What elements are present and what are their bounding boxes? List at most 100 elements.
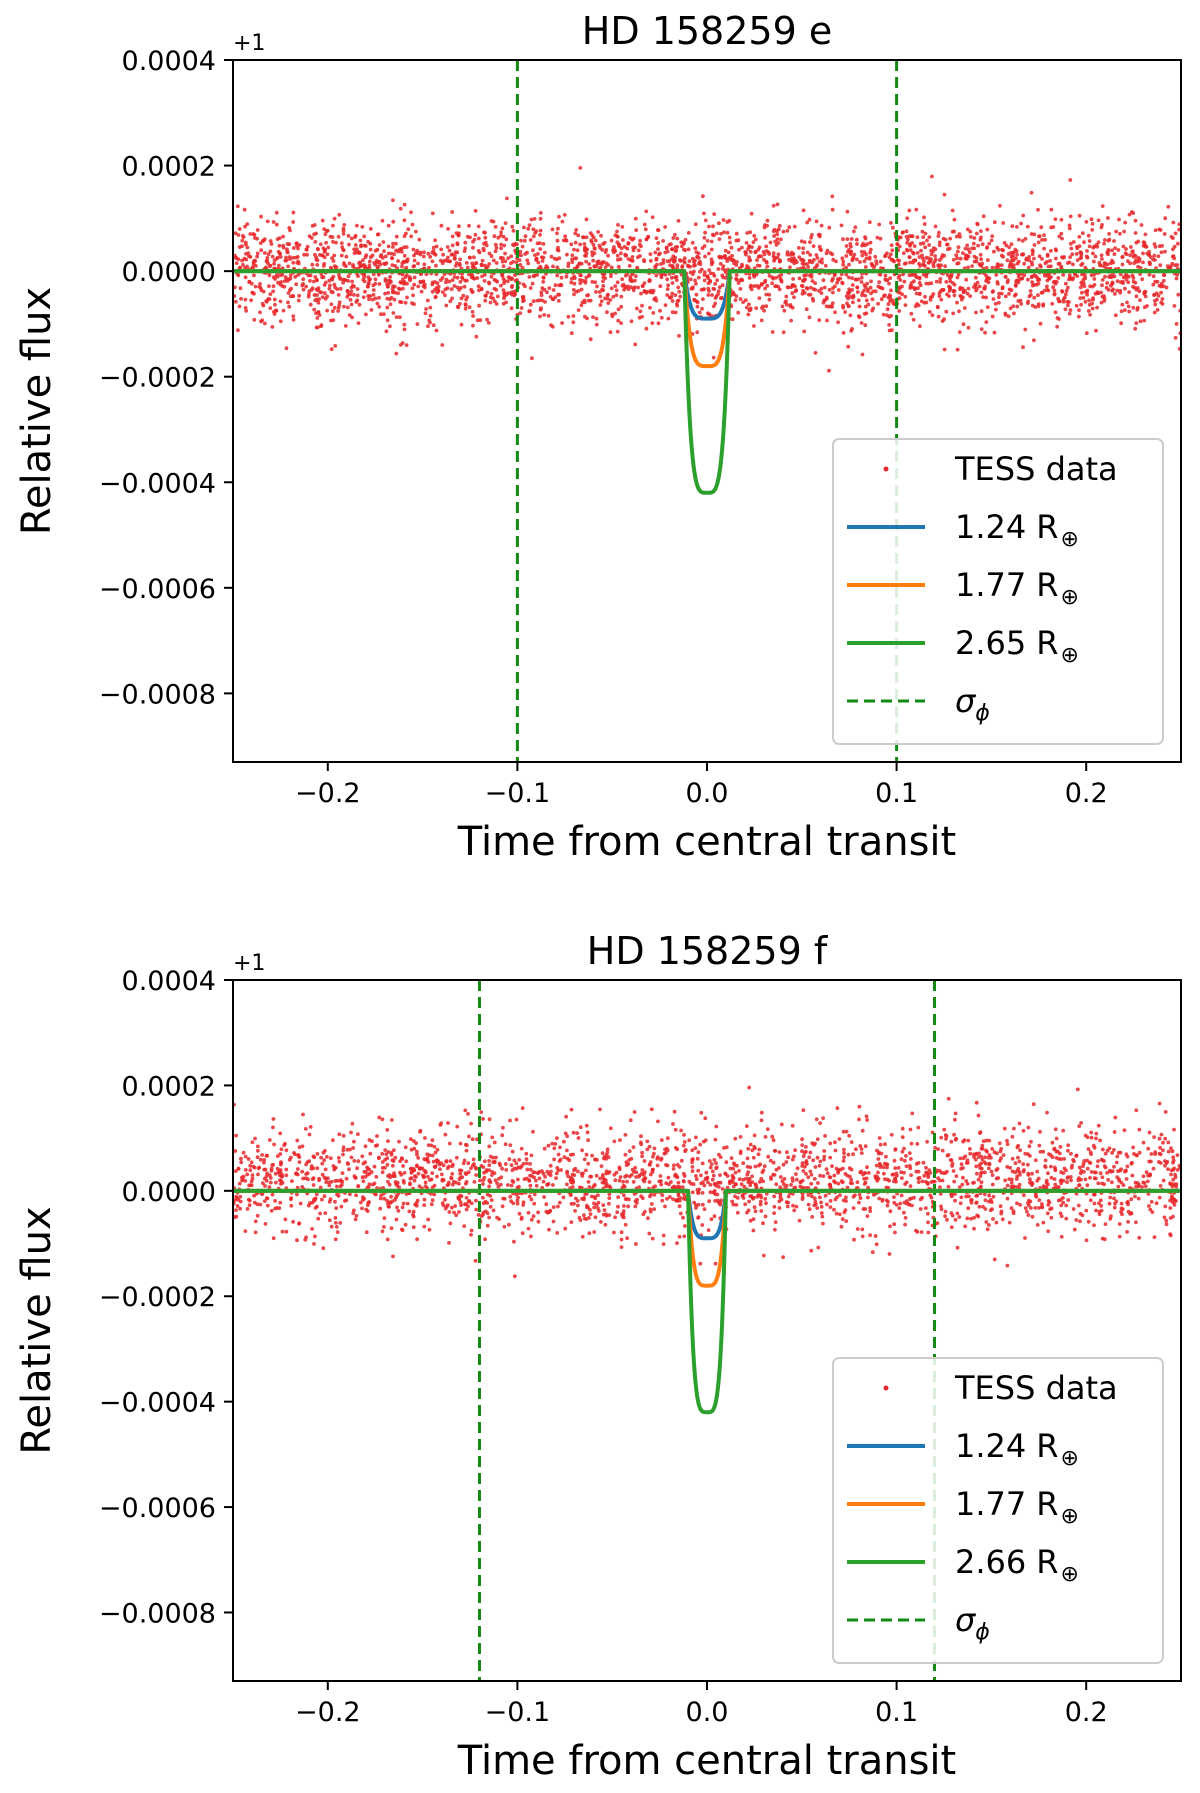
data-point <box>352 247 356 252</box>
data-point <box>1021 1162 1026 1166</box>
data-point <box>449 1176 454 1181</box>
data-point <box>761 1253 766 1258</box>
data-point <box>631 288 636 293</box>
data-point <box>616 223 620 227</box>
data-point <box>341 280 345 285</box>
data-point <box>1025 1209 1029 1214</box>
data-point <box>342 223 347 227</box>
data-point <box>576 1203 580 1208</box>
data-point <box>440 343 445 347</box>
data-point <box>847 287 851 292</box>
data-point <box>605 310 609 315</box>
data-point <box>1165 264 1170 269</box>
data-point <box>524 1151 529 1156</box>
data-point <box>937 258 942 262</box>
data-point <box>565 1148 569 1153</box>
data-point <box>950 208 955 213</box>
data-point <box>404 273 409 277</box>
data-point <box>1061 1200 1066 1205</box>
data-point <box>1078 1219 1082 1224</box>
data-point <box>423 285 427 290</box>
data-point <box>426 1217 431 1222</box>
data-point <box>648 252 653 256</box>
data-point <box>585 316 589 321</box>
data-point <box>673 293 678 297</box>
data-point <box>768 1158 773 1163</box>
data-point <box>1071 240 1076 244</box>
data-point <box>295 1138 300 1143</box>
data-point <box>1078 256 1083 261</box>
data-point <box>1105 262 1110 267</box>
data-point <box>902 1146 906 1151</box>
data-point <box>1037 254 1042 259</box>
data-point <box>1094 328 1098 333</box>
data-point <box>372 1164 377 1169</box>
data-point <box>945 1169 949 1174</box>
data-point <box>665 1163 670 1168</box>
data-point <box>832 1173 837 1178</box>
data-point <box>681 1215 685 1220</box>
data-point <box>496 1184 501 1189</box>
data-point <box>942 1127 947 1132</box>
data-point <box>483 298 488 303</box>
data-point <box>701 194 705 199</box>
data-point <box>857 315 862 320</box>
data-point <box>714 1124 719 1129</box>
data-point <box>922 222 927 226</box>
data-point <box>861 241 866 246</box>
data-point <box>521 299 525 304</box>
data-point <box>1015 1201 1019 1206</box>
data-point <box>612 245 616 249</box>
data-point <box>1035 1223 1040 1227</box>
data-point <box>1084 1208 1089 1213</box>
data-point <box>915 251 920 255</box>
data-point <box>620 277 624 282</box>
data-point <box>621 1209 626 1214</box>
data-point <box>679 240 684 245</box>
data-point <box>762 252 767 257</box>
data-point <box>586 1138 590 1143</box>
data-point <box>702 270 707 275</box>
data-point <box>601 275 606 280</box>
data-point <box>328 234 333 239</box>
data-point <box>680 265 685 269</box>
data-point <box>286 291 291 295</box>
data-point <box>334 1206 339 1210</box>
data-point <box>1064 292 1068 297</box>
data-point <box>347 261 352 266</box>
data-point <box>922 300 927 305</box>
data-point <box>606 253 610 258</box>
data-point <box>1125 1164 1130 1169</box>
data-point <box>842 1147 846 1152</box>
data-point <box>936 234 941 239</box>
data-point <box>429 1202 434 1207</box>
data-point <box>523 234 528 239</box>
data-point <box>394 241 398 246</box>
data-point <box>850 295 855 300</box>
data-point <box>903 294 908 299</box>
data-point <box>501 1196 505 1201</box>
data-point <box>937 294 942 298</box>
data-point <box>609 274 613 279</box>
data-point <box>582 298 587 303</box>
data-point <box>430 282 435 287</box>
data-point <box>757 1147 762 1152</box>
data-point <box>847 262 851 267</box>
data-point <box>441 259 446 263</box>
data-point <box>361 1161 366 1166</box>
data-point <box>506 1183 510 1187</box>
data-point <box>1080 1213 1085 1218</box>
data-point <box>377 1155 381 1160</box>
data-point <box>1024 257 1029 262</box>
data-point <box>808 285 813 290</box>
data-point <box>663 225 667 229</box>
data-point <box>631 245 636 250</box>
data-point <box>535 298 540 303</box>
data-point <box>316 300 321 305</box>
data-point <box>868 1233 872 1238</box>
data-point <box>385 305 390 310</box>
data-point <box>866 1195 870 1200</box>
data-point <box>974 256 979 260</box>
data-point <box>293 275 298 279</box>
data-point <box>291 260 296 265</box>
